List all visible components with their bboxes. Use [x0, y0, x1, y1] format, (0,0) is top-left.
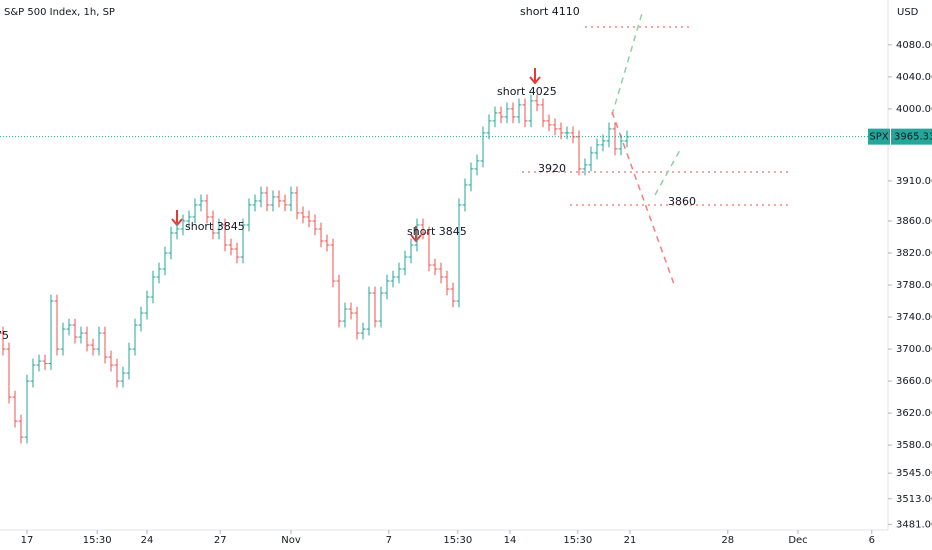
x-tick-label: 21 — [624, 535, 637, 546]
y-tick-label: 3780.00 — [896, 280, 932, 291]
symbol-label: SPX — [869, 132, 888, 143]
axes: 4080.00 4040.00 4000.00 3910.00 3860.00 3820.… — [21, 40, 932, 546]
projection-line — [654, 149, 681, 196]
y-tick-label: 3700.00 — [896, 344, 932, 355]
chart-title: S&P 500 Index, 1h, SP — [4, 7, 115, 18]
y-tick-label: 4040.00 — [896, 72, 932, 83]
y-tick-label: 3513.00 — [896, 494, 932, 505]
last-price-badge — [891, 128, 932, 145]
y-tick-label: 3660.00 — [896, 376, 932, 387]
y-tick-label: 4000.00 — [896, 104, 932, 115]
arrow — [529, 68, 541, 85]
y-tick-label: 3580.00 — [896, 440, 932, 451]
arrow — [410, 226, 422, 243]
y-tick-label: 3860.00 — [896, 216, 932, 227]
y-tick-label: 3481.00 — [896, 519, 932, 530]
y-tick-label: 3740.00 — [896, 312, 932, 323]
x-tick-label: Nov — [281, 535, 301, 546]
last-price-label: 3965.33 — [894, 132, 932, 143]
bars — [0, 94, 888, 444]
y-tick-label: 3910.00 — [896, 176, 932, 187]
x-tick-label: 27 — [214, 535, 227, 546]
annotation: short 3845 — [407, 225, 467, 238]
projection-line — [611, 111, 676, 288]
symbol-badge — [868, 128, 890, 145]
annotation: short 4025 — [497, 85, 557, 98]
x-tick-label: 17 — [21, 535, 34, 546]
annotation: 3920 — [538, 162, 566, 175]
x-tick-label: 14 — [504, 535, 517, 546]
y-tick-label: 3820.00 — [896, 248, 932, 259]
x-tick-label: Dec — [788, 535, 807, 546]
annotation: short 3845 — [185, 220, 245, 233]
annotation: 75 — [0, 329, 9, 342]
annotation: short 4110 — [520, 5, 580, 18]
y-tick-label: 4080.00 — [896, 40, 932, 51]
currency: USD — [897, 7, 919, 18]
y-tick-label: 3620.00 — [896, 408, 932, 419]
x-tick-label: 7 — [386, 535, 392, 546]
x-tick-label: 24 — [141, 535, 154, 546]
x-tick-label: 15:30 — [443, 535, 472, 546]
x-tick-label: 28 — [721, 535, 734, 546]
x-tick-label: 6 — [869, 535, 875, 546]
x-tick-label: 15:30 — [83, 535, 112, 546]
projection-line — [611, 9, 644, 116]
annotation: 3860 — [668, 195, 696, 208]
y-tick-label: 3545.00 — [896, 468, 932, 479]
price-axis — [888, 0, 932, 550]
x-tick-label: 15:30 — [563, 535, 592, 546]
drawings — [171, 9, 792, 288]
